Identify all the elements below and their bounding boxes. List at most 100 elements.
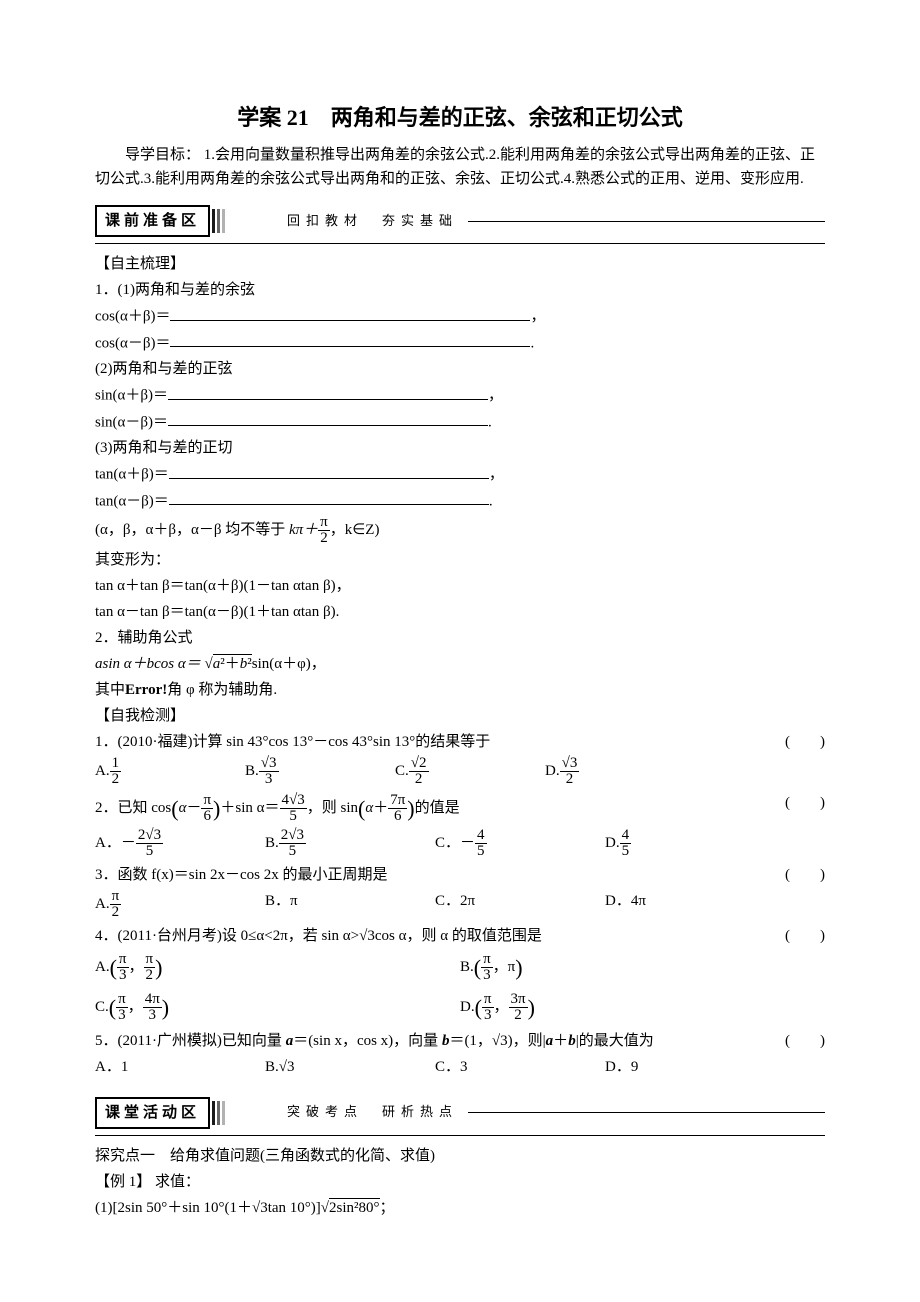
cond-k: kπ＋ <box>289 522 318 538</box>
banner-bars-icon <box>212 1101 227 1125</box>
q3-d: D．4π <box>605 889 775 920</box>
example-1-1: (1)[2sin 50°＋sin 10°(1＋√3tan 10°)]√2sin²… <box>95 1196 825 1220</box>
q2-a: A．－2√35 <box>95 828 265 859</box>
q5-mid1: ＝(sin x，cos x)，向量 <box>293 1033 442 1049</box>
aux-error: Error! <box>125 682 167 698</box>
explore-1-heading: 探究点一 给角求值问题(三角函数式的化简、求值) <box>95 1144 825 1168</box>
cond-pre: (α，β，α＋β，α－β 均不等于 <box>95 522 289 538</box>
page-title: 学案 21 两角和与差的正弦、余弦和正切公式 <box>95 100 825 135</box>
item-1-2: (2)两角和与差的正弦 <box>95 357 825 381</box>
item-1-3: (3)两角和与差的正切 <box>95 436 825 460</box>
blank <box>168 410 488 427</box>
q4-d: D.(π3，3π2) <box>460 990 825 1025</box>
q5-mid4: |的最大值为 <box>576 1033 654 1049</box>
q2-post: 的值是 <box>415 800 460 816</box>
q5-mid2: ＝(1，√3)，则| <box>449 1033 545 1049</box>
q1-options: A.12 B.√33 C.√22 D.√32 <box>95 756 825 787</box>
q5-pre: 5．(2011·广州模拟)已知向量 <box>95 1033 286 1049</box>
q3-text: 3．函数 f(x)＝sin 2x－cos 2x 的最小正周期是 <box>95 867 388 883</box>
banner-bars-icon <box>212 209 227 233</box>
q1-c: C.√22 <box>395 756 545 787</box>
q2-options: A．－2√35 B.2√35 C．－45 D.45 <box>95 828 825 859</box>
vector-b2: b <box>568 1033 576 1049</box>
q3-options: A.π2 B．π C．2π D．4π <box>95 889 825 920</box>
blank <box>169 489 489 506</box>
cos-plus-label: cos(α＋β)＝ <box>95 309 170 325</box>
item-1-1: 1．(1)两角和与差的余弦 <box>95 278 825 302</box>
q4-text: 4．(2011·台州月考)设 0≤α<2π，若 sin α>√3cos α，则 … <box>95 928 542 944</box>
blank <box>170 304 530 321</box>
banner-box: 课前准备区 <box>95 205 210 237</box>
class-section-banner: 课堂活动区 突破考点 研析热点 <box>95 1097 825 1129</box>
q2-c: C．－45 <box>435 828 605 859</box>
q1-a: A.12 <box>95 756 245 787</box>
q5-d: D．9 <box>605 1055 775 1079</box>
aux-rhs: sin(α＋φ)， <box>252 656 326 672</box>
q3-c: C．2π <box>435 889 605 920</box>
ex1-1-post: ； <box>380 1200 395 1216</box>
fraction-pi-2: π2 <box>318 515 330 546</box>
intro-paragraph: 导学目标： 1.会用向量数量积推导出两角差的余弦公式.2.能利用两角差的余弦公式… <box>95 143 825 191</box>
tan-plus-label: tan(α＋β)＝ <box>95 467 169 483</box>
q2-d: D.45 <box>605 828 775 859</box>
sin-plus-line: sin(α＋β)＝， <box>95 383 825 408</box>
prep-section-banner: 课前准备区 回扣教材 夯实基础 <box>95 205 825 237</box>
aux-note-pre: 其中 <box>95 682 125 698</box>
divider <box>95 1135 825 1136</box>
example-1: 【例 1】 求值： <box>95 1170 825 1194</box>
variant-2: tan α－tan β＝tan(α－β)(1＋tan αtan β). <box>95 600 825 624</box>
aux-note: 其中Error!角 φ 称为辅助角. <box>95 678 825 702</box>
q5-options: A．1 B.√3 C．3 D．9 <box>95 1055 825 1079</box>
q4-c: C.(π3，4π3) <box>95 990 460 1025</box>
q1-d: D.√32 <box>545 756 695 787</box>
banner-subtitle: 突破考点 研析热点 <box>287 1102 458 1123</box>
sin-minus-label: sin(α－β)＝ <box>95 414 168 430</box>
answer-bracket: ( ) <box>785 863 825 887</box>
q5-mid3: ＋ <box>553 1033 568 1049</box>
ex1-1-pre: (1)[2sin 50°＋sin 10°(1＋√3tan 10°)] <box>95 1200 321 1216</box>
variant-1: tan α＋tan β＝tan(α＋β)(1－tan αtan β)， <box>95 574 825 598</box>
condition-line: (α，β，α＋β，α－β 均不等于 kπ＋π2，k∈Z) <box>95 515 825 546</box>
tan-minus-label: tan(α－β)＝ <box>95 493 169 509</box>
divider <box>95 243 825 244</box>
answer-bracket: ( ) <box>785 1029 825 1053</box>
q3-b: B．π <box>265 889 435 920</box>
q2-mid2: ，则 sin <box>307 800 358 816</box>
answer-bracket: ( ) <box>785 924 825 948</box>
aux-lhs: asin α＋bcos α＝ <box>95 656 201 672</box>
cond-post: ，k∈Z) <box>330 522 380 538</box>
item-2: 2．辅助角公式 <box>95 626 825 650</box>
q4-options-ab: A.(π3，π2) B.(π3，π) <box>95 950 825 985</box>
q5-stem: 5．(2011·广州模拟)已知向量 a＝(sin x，cos x)，向量 b＝(… <box>95 1029 825 1053</box>
cos-minus-label: cos(α－β)＝ <box>95 335 170 351</box>
self-check-heading: 【自我检测】 <box>95 704 825 728</box>
banner-box: 课堂活动区 <box>95 1097 210 1129</box>
q4-b: B.(π3，π) <box>460 950 825 985</box>
answer-bracket: ( ) <box>785 791 825 815</box>
banner-subtitle: 回扣教材 夯实基础 <box>287 211 458 232</box>
sin-plus-label: sin(α＋β)＝ <box>95 388 168 404</box>
q5-b: B.√3 <box>265 1055 435 1079</box>
q5-c: C．3 <box>435 1055 605 1079</box>
variants-heading: 其变形为： <box>95 548 825 572</box>
q4-stem: 4．(2011·台州月考)设 0≤α<2π，若 sin α>√3cos α，则 … <box>95 924 825 948</box>
q2-mid1: ＋sin α＝ <box>220 800 279 816</box>
q1-text: 1．(2010·福建)计算 sin 43°cos 13°－cos 43°sin … <box>95 734 490 750</box>
answer-bracket: ( ) <box>785 730 825 754</box>
q4-a: A.(π3，π2) <box>95 950 460 985</box>
q4-options-cd: C.(π3，4π3) D.(π3，3π2) <box>95 990 825 1025</box>
aux-formula: asin α＋bcos α＝ √a²＋b²sin(α＋φ)， <box>95 652 825 676</box>
q2-pre: 2．已知 cos <box>95 800 171 816</box>
q2-b: B.2√35 <box>265 828 435 859</box>
self-study-heading: 【自主梳理】 <box>95 252 825 276</box>
q1-b: B.√33 <box>245 756 395 787</box>
blank <box>168 383 488 400</box>
tan-minus-line: tan(α－β)＝. <box>95 489 825 514</box>
blank <box>170 331 530 348</box>
q3-stem: 3．函数 f(x)＝sin 2x－cos 2x 的最小正周期是 ( ) <box>95 863 825 887</box>
banner-line <box>468 1112 825 1113</box>
sin-minus-line: sin(α－β)＝. <box>95 410 825 435</box>
tan-plus-line: tan(α＋β)＝， <box>95 462 825 487</box>
cos-minus-line: cos(α－β)＝. <box>95 331 825 356</box>
q5-a: A．1 <box>95 1055 265 1079</box>
